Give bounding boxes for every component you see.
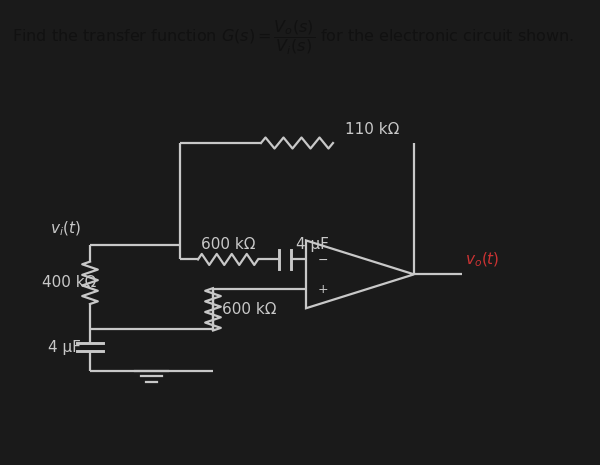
Text: Find the transfer function $G(s) = \dfrac{V_o(s)}{V_i(s)}$ for the electronic ci: Find the transfer function $G(s) = \dfra… — [12, 19, 574, 57]
Text: 4 μF: 4 μF — [296, 237, 329, 252]
Text: 600 kΩ: 600 kΩ — [201, 237, 255, 252]
Text: 400 kΩ: 400 kΩ — [42, 275, 97, 290]
Text: $v_i(t)$: $v_i(t)$ — [50, 220, 81, 239]
Text: $-$: $-$ — [317, 253, 328, 266]
Text: $v_o(t)$: $v_o(t)$ — [465, 251, 500, 269]
Text: 4 μF: 4 μF — [48, 340, 81, 355]
Text: $+$: $+$ — [317, 283, 328, 296]
Text: 600 kΩ: 600 kΩ — [222, 302, 277, 317]
Text: 110 kΩ: 110 kΩ — [345, 122, 400, 137]
